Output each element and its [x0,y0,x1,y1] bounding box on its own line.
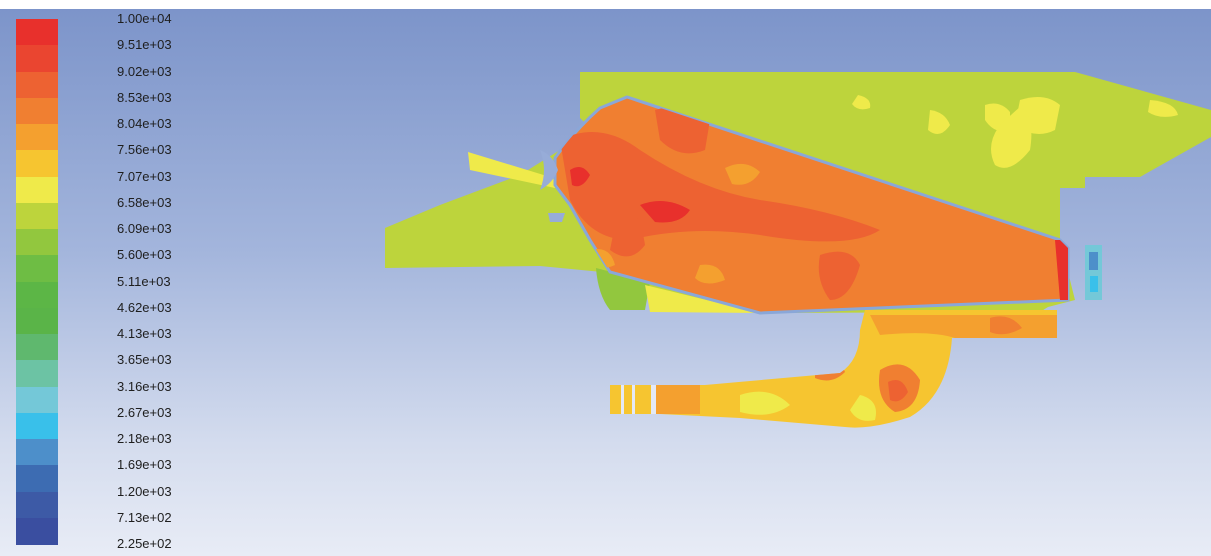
colorbar-band [16,229,58,256]
colorbar-band [16,412,58,440]
colorbar-band [16,45,58,73]
colormap-legend: 1.00e+04 9.51e+03 9.02e+03 8.53e+03 8.04e+03… [0,0,200,556]
colorbar-tick-label: 7.07e+03 [117,168,172,184]
colorbar-band [16,202,58,230]
colorbar-band [16,124,58,151]
contour-main-hot-spots [560,106,1068,300]
colorbar-tick-label: 1.20e+03 [117,483,172,499]
colorbar-tick-label: 7.13e+02 [117,509,172,525]
colorbar-band [16,360,58,388]
top-strip [0,0,1211,9]
colorbar-tick-label: 4.62e+03 [117,299,172,315]
contour-outlet-strip [1085,245,1102,300]
colorbar-tick-label: 9.02e+03 [117,63,172,79]
colorbar-band [16,255,58,283]
colorbar-band [16,307,58,335]
colorbar-tick-label: 7.56e+03 [117,142,172,158]
colorbar-band [16,281,58,309]
colorbar-band [16,97,58,125]
colorbar-tick-label: 2.18e+03 [117,431,172,446]
colorbar-tick-label: 2.67e+03 [117,404,172,420]
contour-lower-duct [610,310,1057,428]
colorbar-band [16,439,58,466]
colorbar-tick-label: 1.00e+04 [117,11,172,26]
colorbar-tick-label: 3.16e+03 [117,378,172,394]
colorbar-band [16,176,58,204]
colorbar-band [16,465,58,493]
colorbar-band [16,19,58,46]
colorbar-tick-label: 6.09e+03 [117,221,172,236]
colorbar-band [16,491,58,519]
colorbar-band [16,71,58,99]
colorbar-tick-label: 3.65e+03 [117,352,172,368]
colorbar-band [16,517,58,545]
colorbar-band [16,386,58,414]
contour-inlet-gaps [540,150,565,222]
colorbar-tick-label: 9.51e+03 [117,37,172,53]
colorbar-tick-label: 8.53e+03 [117,89,172,105]
colorbar-tick-label: 5.11e+03 [117,273,171,289]
colorbar-band [16,150,58,178]
colorbar-tick-label: 2.25e+02 [117,536,172,551]
colorbar-tick-label: 4.13e+03 [117,326,172,341]
colorbar-tick-label: 1.69e+03 [117,457,172,473]
contour-upper-yellow-patches [468,95,1178,188]
colorbar-tick-label: 6.58e+03 [117,194,172,210]
colorbar-band [16,334,58,361]
colorbar-tick-label: 8.04e+03 [117,116,172,131]
colorbar-tick-label: 5.60e+03 [117,247,172,263]
